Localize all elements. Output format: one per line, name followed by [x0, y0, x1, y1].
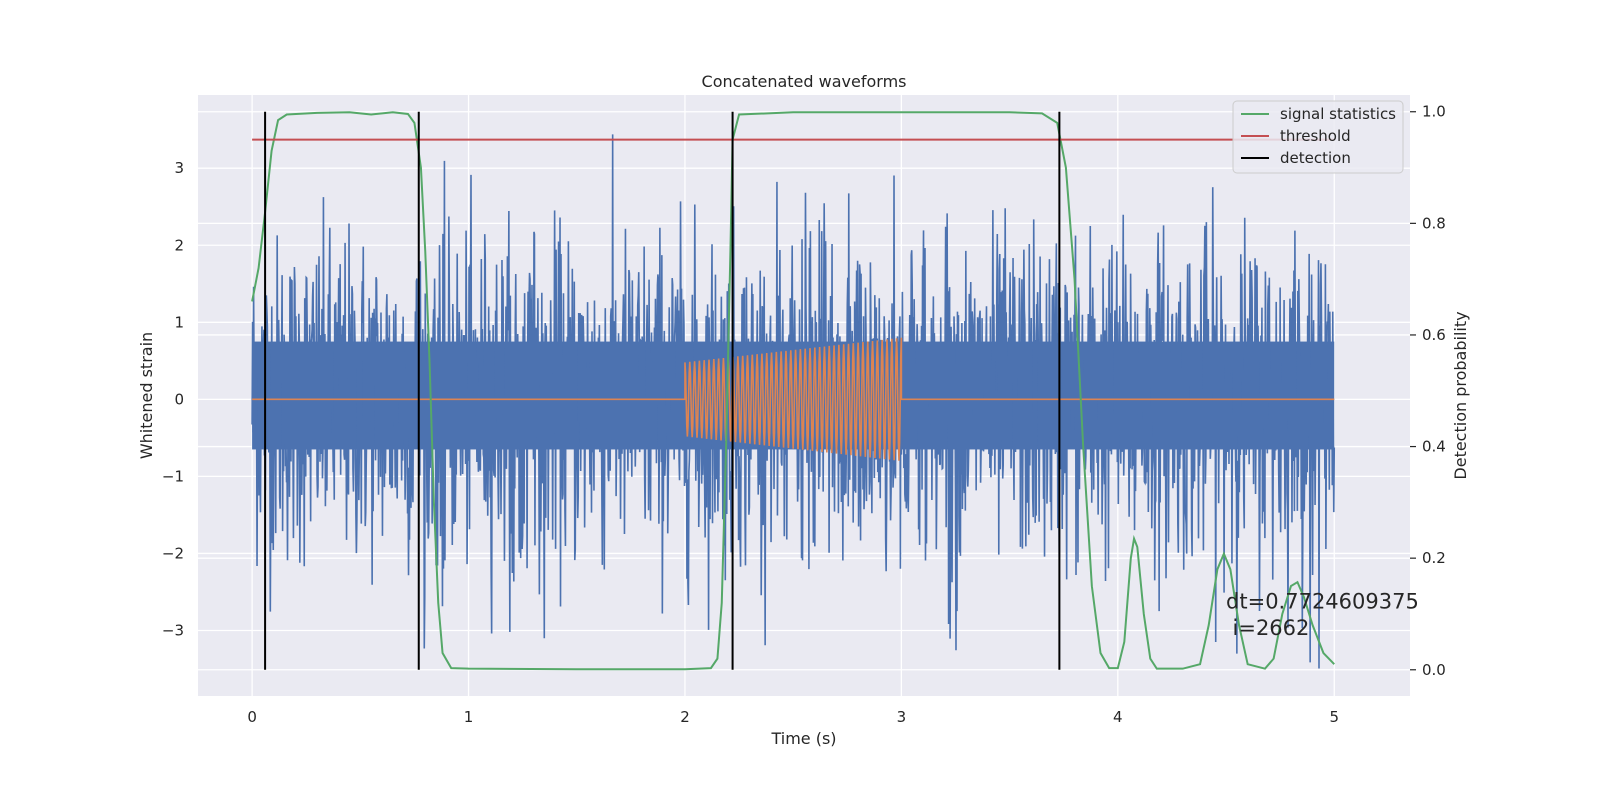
y-right-tick-label: 1.0	[1422, 103, 1446, 121]
legend: signal statistics threshold detection	[1232, 100, 1404, 174]
x-tick-label: 2	[680, 708, 690, 726]
series-line-signal-statistics	[251, 111, 1335, 671]
chart-title: Concatenated waveforms	[702, 72, 907, 91]
legend-entry: signal statistics	[1280, 105, 1396, 123]
y-right-tick-label: 0.2	[1422, 549, 1446, 567]
y-tick-label: −1	[162, 467, 184, 485]
y-tick-label: 1	[174, 313, 184, 331]
y-right-tick-label: 0.4	[1422, 438, 1446, 456]
x-tick-label: 4	[1113, 708, 1123, 726]
i-annotation: i=2662	[1233, 616, 1310, 640]
x-tick-label: 0	[247, 708, 257, 726]
y-right-tick-label: 0.8	[1422, 214, 1446, 232]
y-axis-title: Whitened strain	[137, 332, 156, 459]
y-tick-label: 0	[174, 390, 184, 408]
x-axis-title: Time (s)	[770, 729, 836, 748]
y-tick-label: −2	[162, 544, 184, 562]
series-line-injected-waveform	[252, 337, 1335, 461]
legend-entry: threshold	[1280, 127, 1351, 145]
y-tick-label: 3	[174, 159, 184, 177]
legend-entry: detection	[1280, 149, 1351, 167]
x-tick-label: 5	[1329, 708, 1339, 726]
dt-annotation: dt=0.7724609375	[1226, 589, 1419, 613]
y-tick-label: −3	[162, 622, 184, 640]
x-tick-label: 3	[897, 708, 907, 726]
y-right-tick-label: 0.6	[1422, 326, 1446, 344]
y-tick-label: 2	[174, 236, 184, 254]
y-axis-title-right: Detection probability	[1451, 311, 1470, 479]
y-right-tick-label: 0.0	[1422, 661, 1446, 679]
legend-box	[1232, 100, 1404, 174]
x-tick-label: 1	[464, 708, 474, 726]
